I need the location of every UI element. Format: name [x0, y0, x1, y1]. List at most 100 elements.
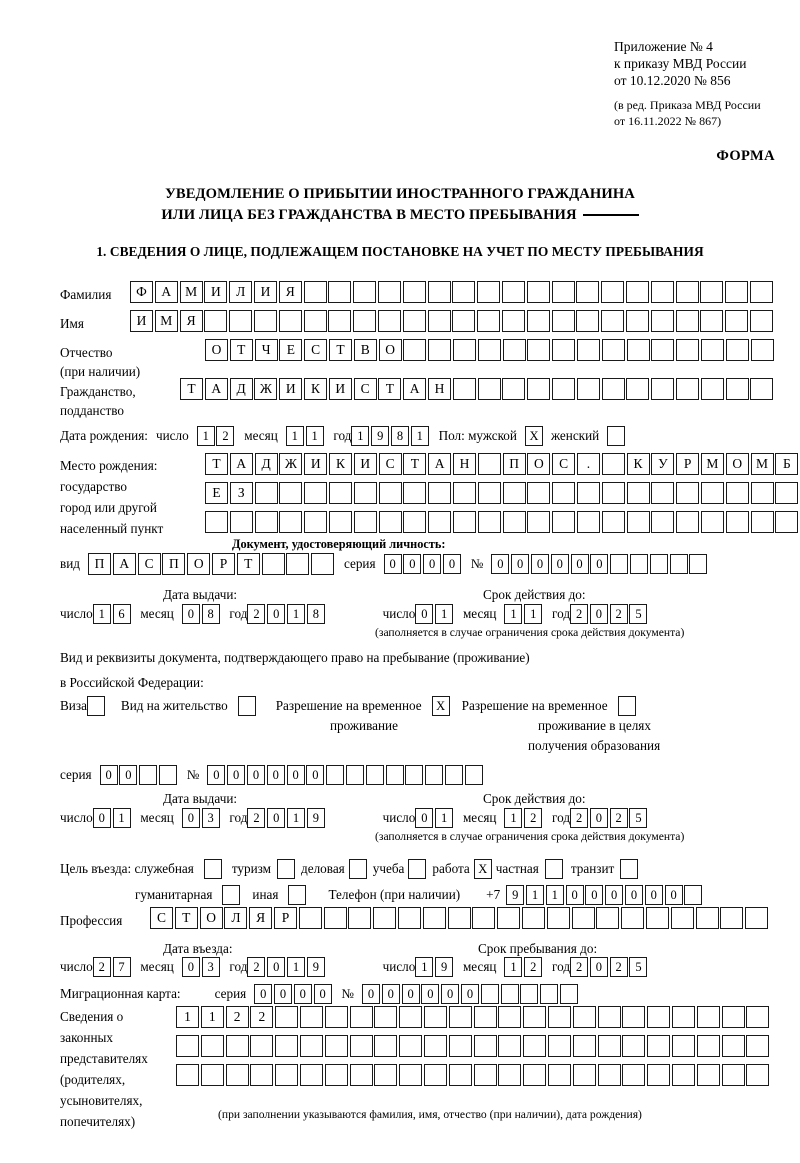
char-cell[interactable]: 1 — [285, 426, 304, 446]
char-cell[interactable] — [651, 511, 675, 533]
char-cell[interactable]: 2 — [524, 957, 543, 977]
char-cell[interactable]: 0 — [403, 554, 422, 574]
char-cell[interactable] — [526, 281, 550, 303]
char-cell[interactable]: А — [112, 553, 136, 575]
char-cell[interactable]: С — [552, 453, 576, 475]
char-cell[interactable] — [349, 1035, 373, 1057]
char-cell[interactable]: И — [204, 281, 228, 303]
char-cell[interactable]: 0 — [181, 808, 200, 828]
char-cell[interactable]: А — [403, 378, 427, 400]
char-cell[interactable] — [275, 1006, 299, 1028]
char-cell[interactable]: 0 — [266, 765, 285, 785]
char-cell[interactable]: 0 — [415, 808, 434, 828]
char-cell[interactable]: 1 — [176, 1006, 199, 1028]
char-cell[interactable] — [328, 281, 352, 303]
char-cell[interactable]: М — [154, 310, 178, 332]
char-cell[interactable]: Н — [452, 453, 476, 475]
char-cell[interactable] — [700, 378, 724, 400]
char-cell[interactable]: Т — [403, 453, 427, 475]
char-cell[interactable] — [700, 482, 724, 504]
char-cell[interactable]: М — [700, 453, 724, 475]
char-cell[interactable] — [377, 281, 401, 303]
char-cell[interactable] — [559, 984, 578, 1004]
char-cell[interactable] — [286, 553, 310, 575]
char-cell[interactable]: Ч — [254, 339, 278, 361]
char-cell[interactable] — [253, 310, 277, 332]
char-cell[interactable]: К — [626, 453, 650, 475]
char-cell[interactable] — [675, 310, 699, 332]
char-cell[interactable] — [523, 1035, 547, 1057]
char-cell[interactable] — [403, 511, 427, 533]
char-cell[interactable] — [629, 554, 648, 574]
char-cell[interactable] — [596, 907, 620, 929]
char-cell[interactable]: Л — [224, 907, 248, 929]
char-cell[interactable]: 9 — [435, 957, 454, 977]
char-cell[interactable] — [303, 310, 327, 332]
char-cell[interactable] — [427, 310, 451, 332]
char-cell[interactable]: 0 — [267, 604, 286, 624]
char-cell[interactable] — [626, 511, 650, 533]
char-cell[interactable] — [526, 310, 550, 332]
char-cell[interactable] — [745, 907, 769, 929]
char-cell[interactable]: А — [229, 453, 253, 475]
char-cell[interactable] — [497, 907, 521, 929]
char-cell[interactable] — [254, 482, 278, 504]
char-cell[interactable]: М — [179, 281, 203, 303]
char-cell[interactable] — [552, 511, 576, 533]
char-cell[interactable]: Ж — [279, 453, 303, 475]
char-cell[interactable] — [501, 310, 525, 332]
char-cell[interactable]: 0 — [589, 808, 608, 828]
char-cell[interactable] — [725, 310, 749, 332]
char-cell[interactable] — [324, 1006, 348, 1028]
char-cell[interactable]: Т — [229, 339, 253, 361]
char-cell[interactable] — [502, 511, 526, 533]
char-cell[interactable] — [622, 1064, 646, 1086]
char-cell[interactable] — [399, 1035, 423, 1057]
char-cell[interactable] — [572, 1035, 596, 1057]
char-cell[interactable] — [353, 281, 377, 303]
char-cell[interactable] — [601, 281, 625, 303]
char-cell[interactable] — [749, 310, 773, 332]
char-cell[interactable]: 8 — [391, 426, 409, 446]
char-cell[interactable] — [645, 907, 669, 929]
char-cell[interactable]: Т — [180, 378, 203, 400]
char-cell[interactable]: П — [502, 453, 526, 475]
char-cell[interactable]: 3 — [201, 957, 220, 977]
char-cell[interactable] — [523, 1006, 547, 1028]
char-cell[interactable]: Е — [279, 339, 303, 361]
char-cell[interactable] — [348, 907, 372, 929]
char-cell[interactable] — [625, 310, 649, 332]
char-cell[interactable]: Р — [273, 907, 297, 929]
char-cell[interactable]: М — [750, 453, 774, 475]
char-cell[interactable] — [597, 1035, 621, 1057]
char-cell[interactable] — [397, 907, 421, 929]
char-cell[interactable] — [403, 339, 427, 361]
char-cell[interactable] — [576, 310, 600, 332]
char-cell[interactable] — [750, 378, 774, 400]
char-cell[interactable] — [304, 511, 328, 533]
char-cell[interactable] — [650, 281, 674, 303]
char-cell[interactable]: 1 — [435, 604, 454, 624]
char-cell[interactable]: А — [154, 281, 178, 303]
char-cell[interactable]: Т — [328, 339, 352, 361]
char-cell[interactable]: 2 — [570, 957, 589, 977]
char-cell[interactable]: 0 — [246, 765, 265, 785]
char-cell[interactable]: 1 — [287, 957, 306, 977]
char-cell[interactable] — [477, 281, 501, 303]
char-cell[interactable] — [775, 511, 799, 533]
char-cell[interactable]: 0 — [423, 554, 442, 574]
char-cell[interactable] — [676, 482, 700, 504]
char-cell[interactable] — [452, 511, 476, 533]
char-cell[interactable] — [452, 378, 476, 400]
char-cell[interactable] — [547, 1035, 571, 1057]
char-cell[interactable]: 0 — [605, 885, 624, 905]
char-cell[interactable]: 0 — [383, 554, 402, 574]
char-cell[interactable]: Р — [211, 553, 235, 575]
purpose-private-checkbox[interactable] — [544, 859, 563, 879]
char-cell[interactable] — [651, 378, 675, 400]
char-cell[interactable] — [669, 554, 688, 574]
char-cell[interactable] — [349, 1006, 373, 1028]
char-cell[interactable]: Л — [229, 281, 253, 303]
char-cell[interactable] — [527, 482, 551, 504]
